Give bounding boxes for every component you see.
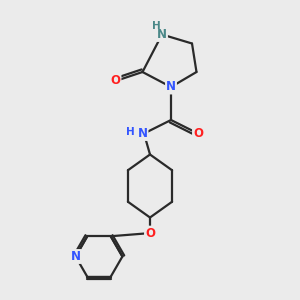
Text: O: O — [193, 127, 203, 140]
Text: O: O — [110, 74, 121, 88]
Text: N: N — [157, 28, 167, 41]
Text: H: H — [152, 21, 161, 31]
Text: H: H — [126, 127, 135, 137]
Text: N: N — [166, 80, 176, 94]
Text: O: O — [145, 226, 155, 240]
Text: N: N — [70, 250, 81, 263]
Text: N: N — [137, 127, 148, 140]
